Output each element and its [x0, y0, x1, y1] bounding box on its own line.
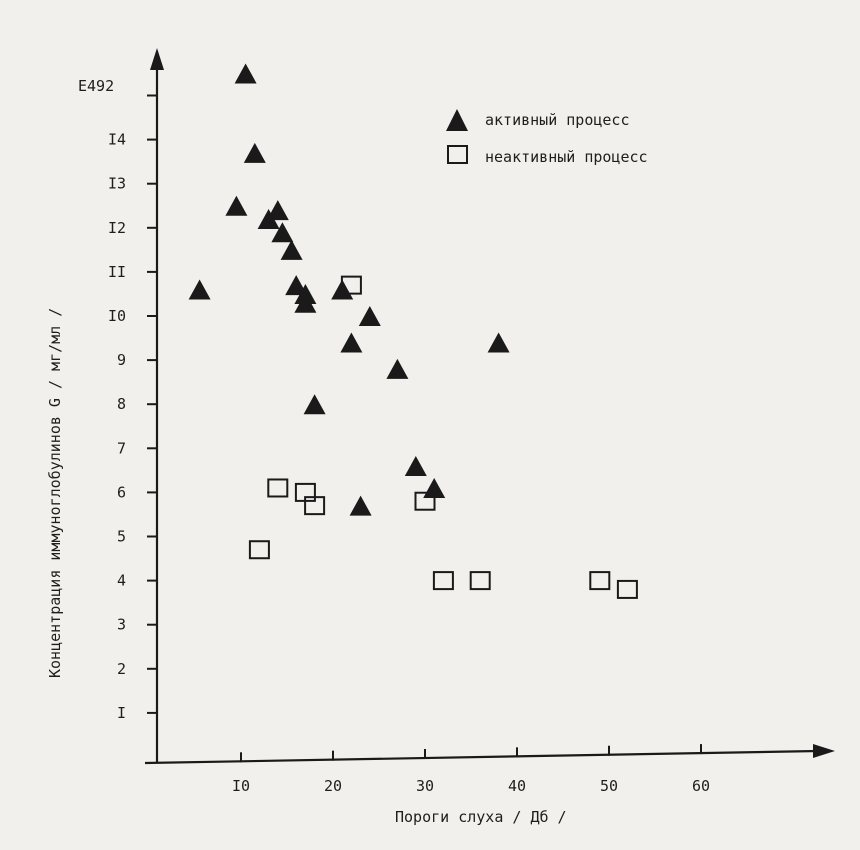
point-active — [188, 279, 211, 300]
point-active — [386, 358, 409, 379]
y-tick-label: I2 — [108, 219, 126, 237]
point-active — [294, 292, 317, 313]
x-axis-title: Пороги слуха / Дб / — [395, 808, 567, 826]
legend: активный процесс неактивный процесс — [446, 109, 648, 166]
point-active — [349, 495, 372, 516]
y-tick-label: 8 — [117, 395, 126, 413]
y-tick-label: 7 — [117, 439, 126, 457]
point-active — [243, 142, 266, 163]
legend-label-active: активный процесс — [485, 111, 630, 129]
point-inactive — [340, 275, 362, 295]
y-tick-label: 6 — [117, 483, 126, 501]
point-inactive — [469, 571, 491, 591]
x-tick-label: I0 — [232, 777, 250, 795]
x-tick-label: 30 — [416, 777, 434, 795]
data-points — [188, 63, 638, 599]
point-active — [487, 332, 510, 353]
point-active — [225, 195, 248, 216]
y-axis-arrow — [150, 48, 164, 70]
x-ticks: I0 20 30 40 50 60 — [232, 744, 710, 795]
legend-label-inactive: неактивный процесс — [485, 148, 648, 166]
y-tick-label: 4 — [117, 572, 126, 590]
point-active — [266, 200, 289, 221]
point-inactive — [267, 478, 289, 498]
x-tick-label: 40 — [508, 777, 526, 795]
y-tick-label: 9 — [117, 351, 126, 369]
point-active — [340, 332, 363, 353]
point-active — [358, 306, 381, 326]
point-inactive — [432, 571, 454, 591]
point-active — [271, 222, 294, 243]
y-tick-label: 3 — [117, 616, 126, 634]
y-tick-label: I4 — [108, 131, 126, 149]
legend-marker-inactive — [447, 145, 468, 164]
x-axis-arrow — [813, 744, 835, 758]
point-inactive — [414, 491, 436, 511]
point-inactive — [589, 571, 611, 591]
point-inactive — [304, 496, 326, 516]
y-tick-label: II — [108, 263, 126, 281]
point-inactive — [616, 579, 638, 599]
y-tick-label: I — [117, 704, 126, 722]
x-axis-line — [144, 749, 819, 765]
axes — [144, 48, 835, 765]
x-tick-label: 60 — [692, 777, 710, 795]
point-active — [404, 455, 427, 476]
y-unit-label: E492 — [78, 77, 114, 95]
point-active — [234, 63, 257, 84]
x-tick-label: 20 — [324, 777, 342, 795]
x-tick-label: 50 — [600, 777, 618, 795]
y-tick-label: I3 — [108, 175, 126, 193]
point-active — [285, 275, 308, 296]
legend-marker-active — [446, 109, 468, 131]
y-axis-title: Концентрация иммуноглобулинов G / мг/мл … — [46, 308, 64, 678]
y-tick-label: 2 — [117, 660, 126, 678]
point-active — [280, 239, 303, 260]
point-inactive — [248, 540, 270, 560]
y-tick-label: I0 — [108, 307, 126, 325]
y-tick-label: 5 — [117, 528, 126, 546]
point-active — [303, 394, 326, 415]
